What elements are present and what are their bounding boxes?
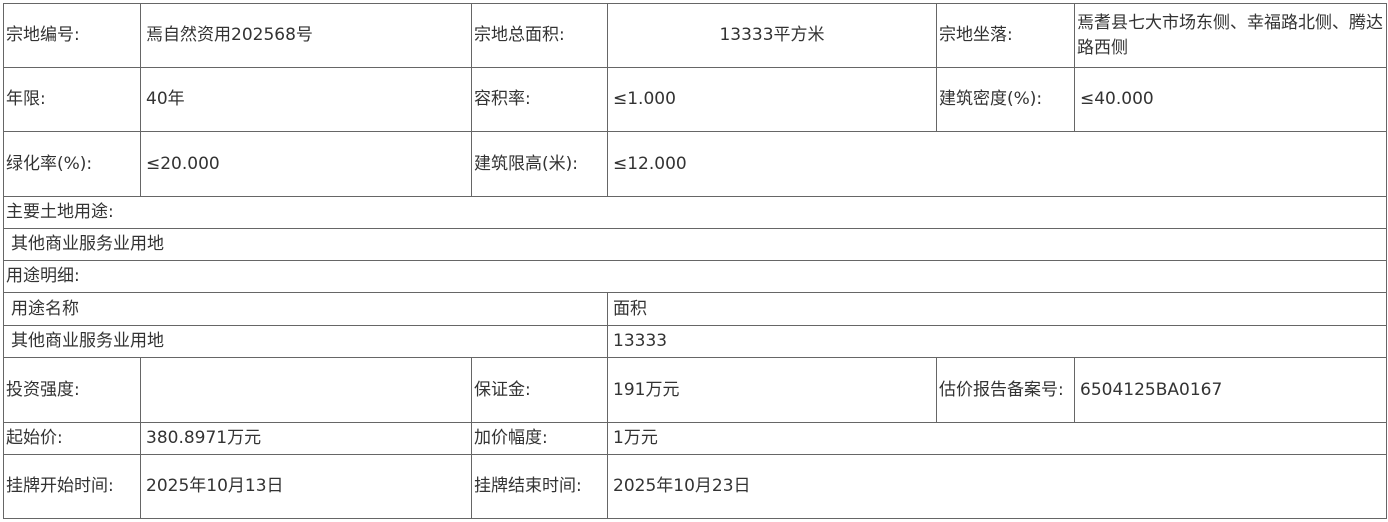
height-value: ≤12.000 <box>607 131 1387 197</box>
area-value: 13333平方米 <box>607 3 937 68</box>
table-row: 其他商业服务业用地 13333 <box>3 325 1387 358</box>
increment-value: 1万元 <box>607 422 1387 455</box>
investment-label: 投资强度: <box>3 357 141 423</box>
increment-label: 加价幅度: <box>471 422 608 455</box>
term-label: 年限: <box>3 67 141 132</box>
deposit-value: 191万元 <box>607 357 937 423</box>
main-use-value: 其他商业服务业用地 <box>3 228 1387 261</box>
appraisal-value: 6504125BA0167 <box>1074 357 1387 423</box>
listing-end-value: 2025年10月23日 <box>607 454 1387 519</box>
start-price-value: 380.8971万元 <box>140 422 472 455</box>
height-label: 建筑限高(米): <box>471 131 608 197</box>
density-label: 建筑密度(%): <box>936 67 1075 132</box>
location-label: 宗地坐落: <box>936 3 1075 68</box>
term-value: 40年 <box>140 67 472 132</box>
deposit-label: 保证金: <box>471 357 608 423</box>
location-value: 焉耆县七大市场东侧、幸福路北侧、腾达路西侧 <box>1074 3 1387 68</box>
use-name-cell: 其他商业服务业用地 <box>3 325 608 358</box>
main-use-label: 主要土地用途: <box>3 196 1387 229</box>
listing-end-label: 挂牌结束时间: <box>471 454 608 519</box>
density-value: ≤40.000 <box>1074 67 1387 132</box>
appraisal-label: 估价报告备案号: <box>936 357 1075 423</box>
listing-start-label: 挂牌开始时间: <box>3 454 141 519</box>
use-name-header: 用途名称 <box>3 292 608 326</box>
parcel-id-value: 焉自然资用202568号 <box>140 3 472 68</box>
use-area-cell: 13333 <box>607 325 1387 358</box>
land-parcel-table: 宗地编号: 焉自然资用202568号 宗地总面积: 13333平方米 宗地坐落:… <box>3 3 1387 519</box>
use-area-header: 面积 <box>607 292 1387 326</box>
green-label: 绿化率(%): <box>3 131 141 197</box>
use-detail-label: 用途明细: <box>3 260 1387 293</box>
listing-start-value: 2025年10月13日 <box>140 454 472 519</box>
green-value: ≤20.000 <box>140 131 472 197</box>
far-label: 容积率: <box>471 67 608 132</box>
parcel-id-label: 宗地编号: <box>3 3 141 68</box>
area-label: 宗地总面积: <box>471 3 608 68</box>
far-value: ≤1.000 <box>607 67 937 132</box>
start-price-label: 起始价: <box>3 422 141 455</box>
investment-value <box>140 357 472 423</box>
